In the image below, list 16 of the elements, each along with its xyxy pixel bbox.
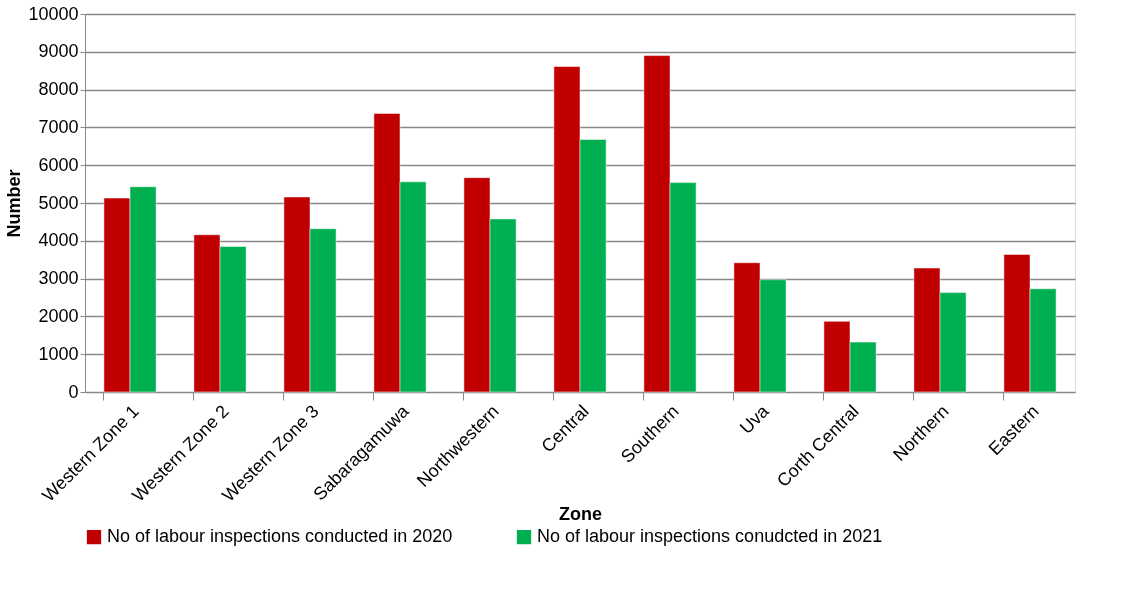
y-axis-title: Number (4, 169, 25, 238)
y-tick-label: 4000 (38, 230, 79, 251)
y-tick-label: 3000 (38, 268, 79, 289)
y-tick-label: 0 (68, 381, 79, 402)
y-tick-label: 5000 (38, 192, 79, 213)
y-tick-label: 2000 (38, 305, 79, 326)
y-tick-label: 9000 (38, 41, 79, 62)
x-axis-title: Zone (559, 503, 602, 524)
legend-label: No of labour inspections conducted in 2020 (107, 526, 453, 547)
legend-label: No of labour inspections conudcted in 2021 (537, 526, 883, 547)
x-tick-label: Uva (735, 400, 774, 438)
y-tick-label: 8000 (38, 79, 79, 100)
y-tick-label: 7000 (38, 116, 79, 137)
y-tick-label: 6000 (38, 154, 79, 175)
y-tick-label: 10000 (28, 3, 79, 24)
y-tick-label: 1000 (38, 343, 79, 364)
